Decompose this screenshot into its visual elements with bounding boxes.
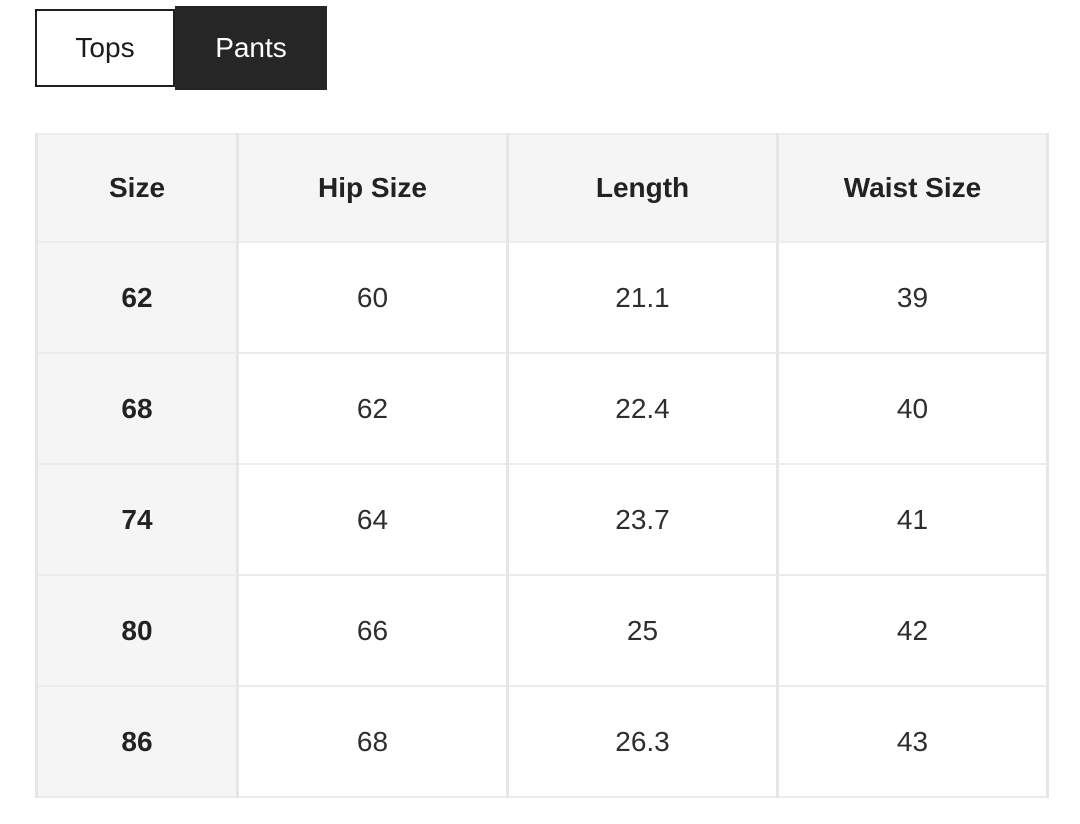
cell-length: 26.3 [506, 685, 779, 798]
table-row: 68 62 22.4 40 [35, 352, 1049, 465]
row-header-size: 62 [35, 241, 239, 354]
table-row: 62 60 21.1 39 [35, 241, 1049, 354]
cell-hip-size: 66 [236, 574, 509, 687]
table-row: 86 68 26.3 43 [35, 685, 1049, 798]
column-header-length: Length [506, 133, 779, 243]
tab-pants[interactable]: Pants [175, 6, 327, 90]
column-header-hip-size: Hip Size [236, 133, 509, 243]
table-row: 80 66 25 42 [35, 574, 1049, 687]
table-header-row: Size Hip Size Length Waist Size [35, 133, 1049, 243]
row-header-size: 80 [35, 574, 239, 687]
row-header-size: 68 [35, 352, 239, 465]
cell-length: 22.4 [506, 352, 779, 465]
cell-hip-size: 68 [236, 685, 509, 798]
cell-hip-size: 62 [236, 352, 509, 465]
cell-waist-size: 42 [776, 574, 1049, 687]
row-header-size: 86 [35, 685, 239, 798]
column-header-waist-size: Waist Size [776, 133, 1049, 243]
size-table: Size Hip Size Length Waist Size 62 60 21… [35, 133, 1049, 798]
cell-waist-size: 43 [776, 685, 1049, 798]
cell-waist-size: 41 [776, 463, 1049, 576]
cell-waist-size: 40 [776, 352, 1049, 465]
column-header-size: Size [35, 133, 239, 243]
cell-hip-size: 64 [236, 463, 509, 576]
row-header-size: 74 [35, 463, 239, 576]
size-chart-tabs: Tops Pants [35, 6, 327, 90]
cell-hip-size: 60 [236, 241, 509, 354]
table-row: 74 64 23.7 41 [35, 463, 1049, 576]
tab-tops[interactable]: Tops [35, 9, 175, 87]
cell-length: 21.1 [506, 241, 779, 354]
cell-length: 25 [506, 574, 779, 687]
cell-length: 23.7 [506, 463, 779, 576]
cell-waist-size: 39 [776, 241, 1049, 354]
